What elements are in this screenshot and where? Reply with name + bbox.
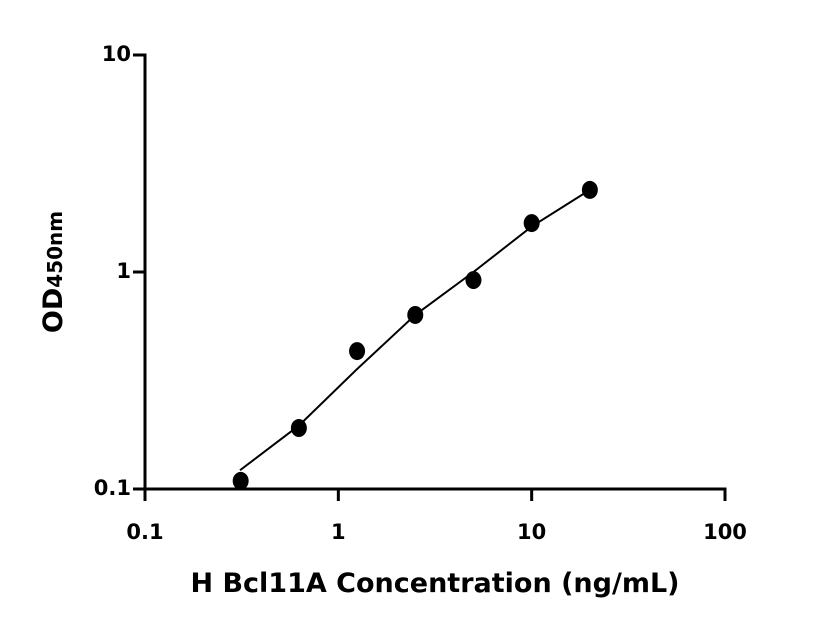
x-tick-label: 1	[331, 520, 346, 544]
data-point	[465, 271, 482, 290]
x-tick-label: 100	[703, 520, 747, 544]
x-axis-title: H Bcl11A Concentration (ng/mL)	[190, 568, 679, 599]
data-point	[581, 180, 598, 199]
y-axis-title: OD450nm	[38, 211, 69, 333]
x-tick-label: 10	[517, 520, 546, 544]
y-tick-label: 10	[102, 42, 131, 66]
y-tick-label: 0.1	[94, 476, 131, 500]
y-axis-title-sub: 450nm	[43, 211, 67, 288]
data-point	[407, 305, 424, 324]
data-point	[349, 342, 366, 361]
data-point	[290, 419, 307, 438]
y-axis-title-main: OD	[38, 288, 69, 333]
y-tick-label: 1	[116, 259, 131, 283]
data-point	[523, 214, 540, 233]
x-tick-label: 0.1	[126, 520, 163, 544]
data-point	[232, 471, 249, 490]
